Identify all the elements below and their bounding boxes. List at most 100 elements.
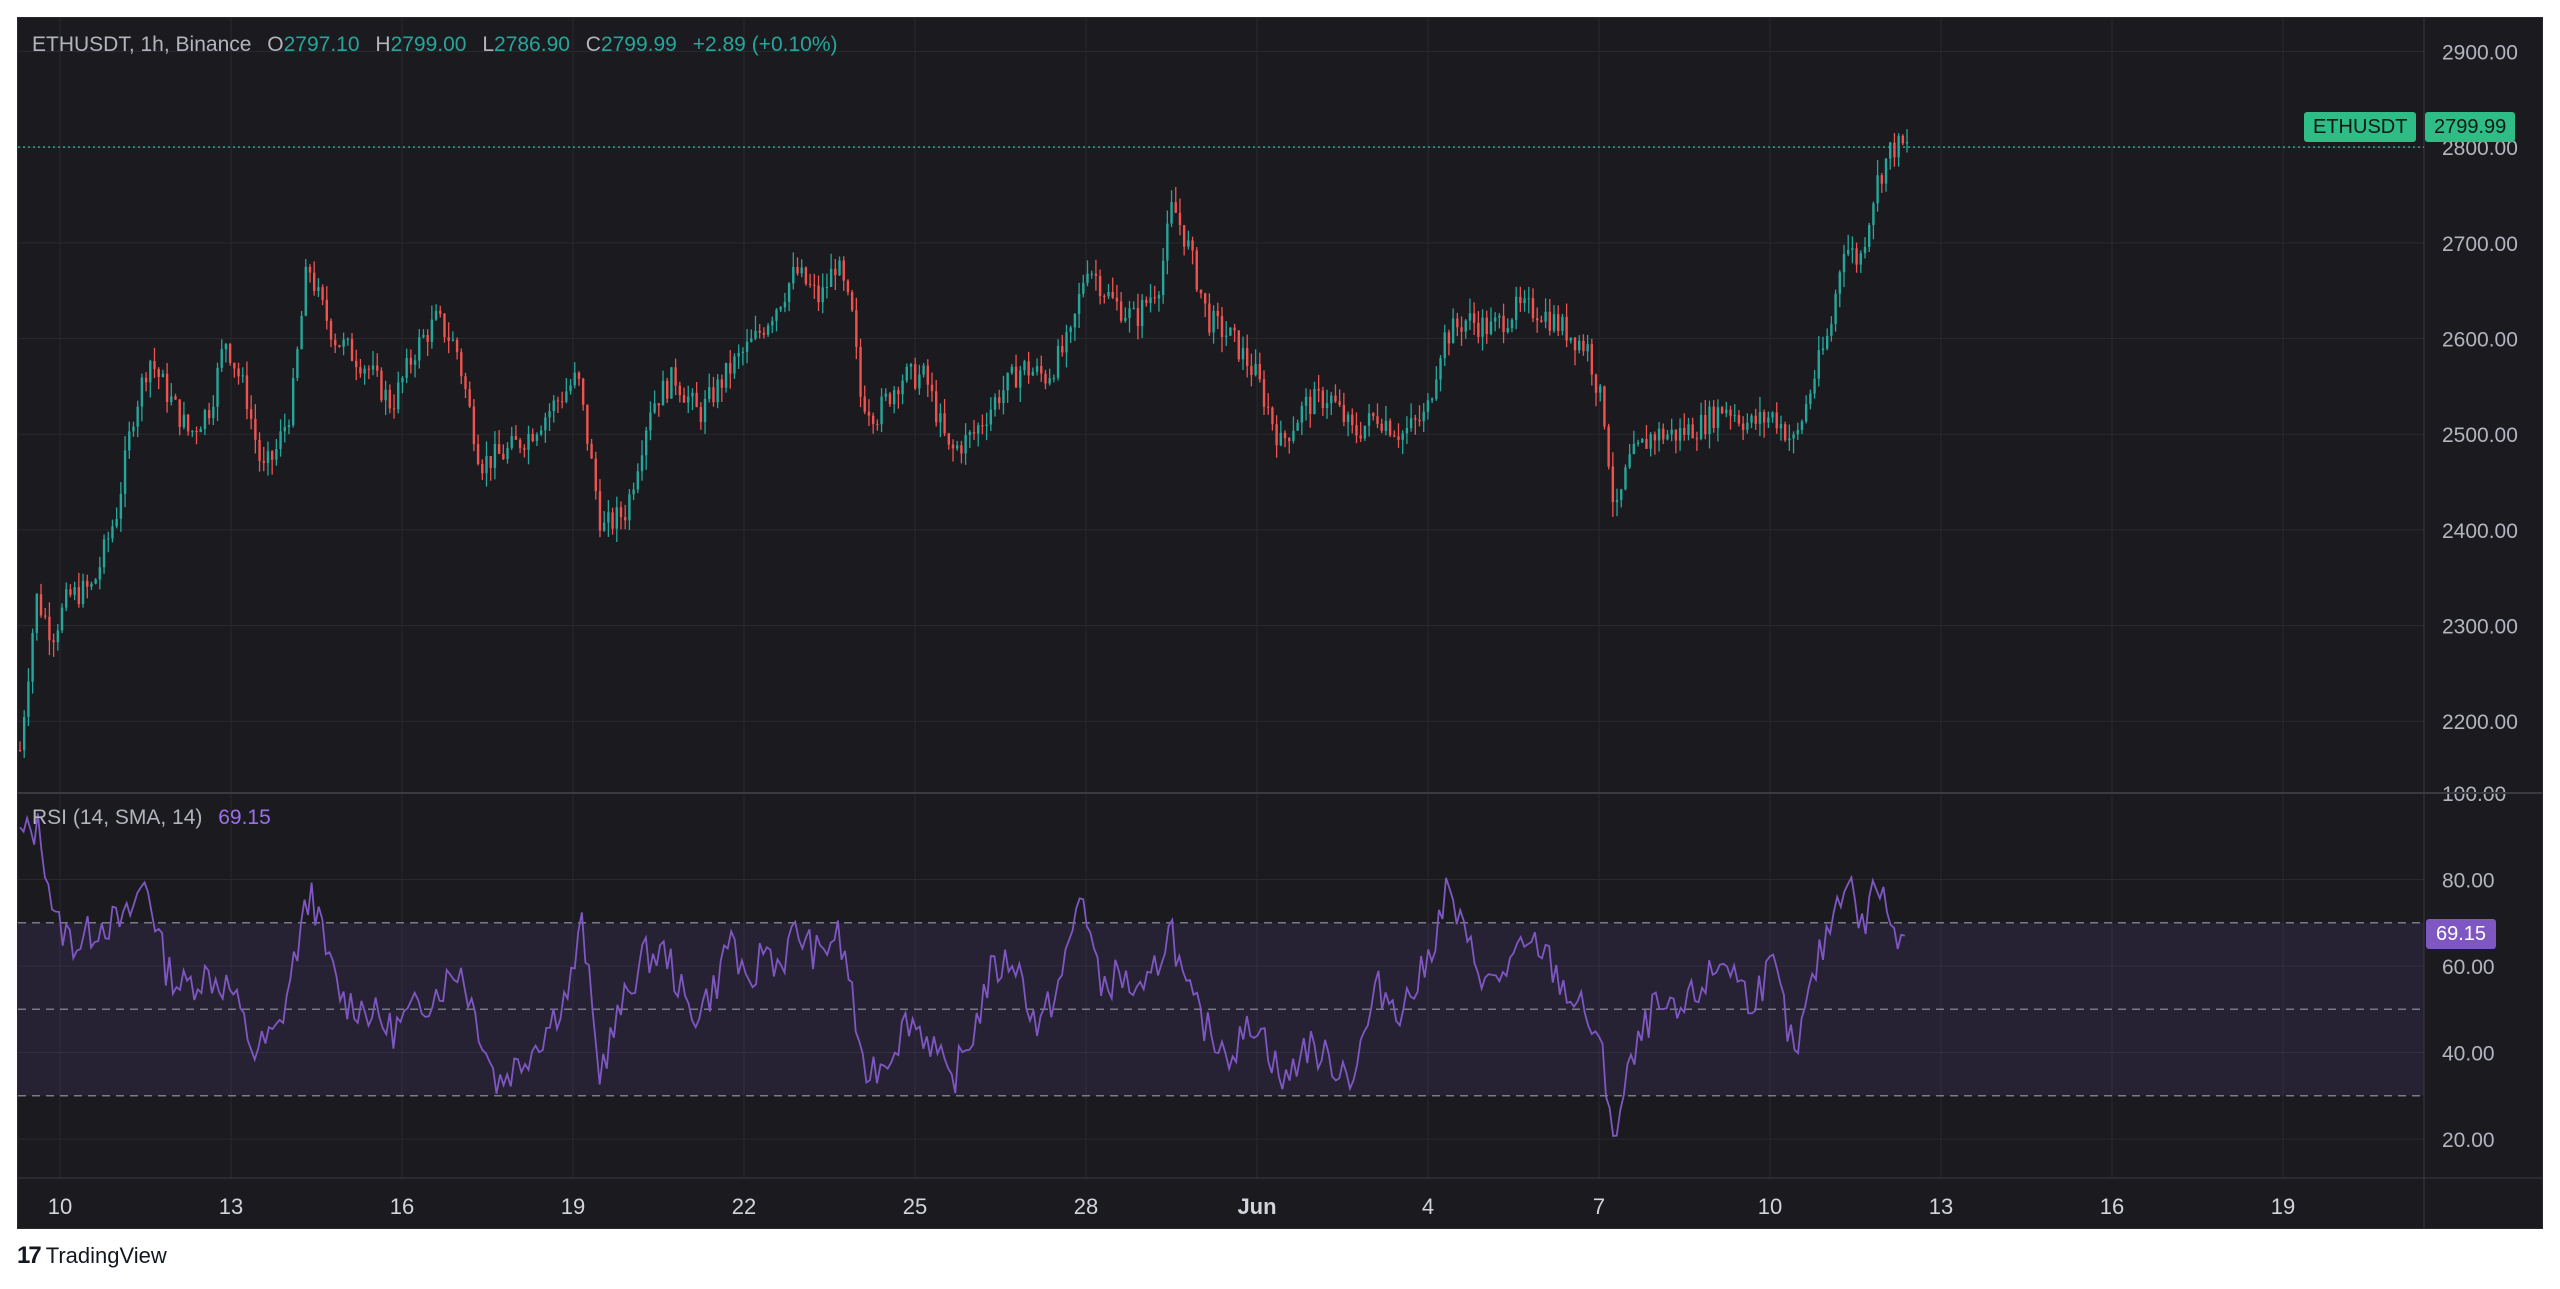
candle-body bbox=[39, 594, 43, 616]
candle-body bbox=[18, 749, 22, 751]
candle-body bbox=[1086, 273, 1089, 283]
candle-body bbox=[905, 366, 908, 381]
candle-body bbox=[392, 408, 396, 410]
close-value: 2799.99 bbox=[600, 33, 677, 56]
candle-body bbox=[716, 379, 719, 403]
candle-body bbox=[775, 309, 778, 321]
candle-body bbox=[1872, 203, 1875, 226]
candle-body bbox=[884, 393, 887, 397]
candle-body bbox=[1325, 403, 1329, 409]
candle-body bbox=[350, 338, 354, 361]
x-tick-label: 10 bbox=[1758, 1194, 1782, 1219]
candle-body bbox=[220, 349, 223, 368]
candle-body bbox=[594, 458, 597, 492]
candle-body bbox=[1069, 327, 1072, 333]
candle-body bbox=[161, 373, 165, 377]
candle-body bbox=[422, 334, 425, 338]
candle-body bbox=[699, 407, 703, 423]
candle-body bbox=[1662, 428, 1665, 440]
candle-body bbox=[1788, 438, 1791, 441]
candle-body bbox=[1107, 291, 1110, 297]
low-label: L bbox=[482, 33, 495, 56]
candle-body bbox=[1561, 316, 1564, 332]
candle-body bbox=[909, 364, 913, 367]
candle-body bbox=[602, 522, 606, 531]
candle-body bbox=[867, 411, 871, 416]
candle-body bbox=[527, 433, 530, 450]
candle-body bbox=[1641, 438, 1644, 443]
tradingview-logo[interactable]: 17 TradingView bbox=[17, 1242, 167, 1270]
candle-body bbox=[245, 375, 249, 410]
candle-body bbox=[132, 426, 135, 432]
candle-body bbox=[1683, 427, 1686, 436]
candle-body bbox=[666, 380, 669, 399]
open-value: 2797.10 bbox=[283, 33, 360, 56]
candle-body bbox=[918, 374, 921, 389]
rsi-tick-label: 60.00 bbox=[2442, 956, 2495, 979]
candle-body bbox=[678, 385, 682, 396]
candle-body bbox=[1859, 253, 1862, 265]
last-price-text: 2799.99 bbox=[2434, 116, 2507, 138]
candle-body bbox=[1082, 282, 1085, 294]
candle-body bbox=[1712, 406, 1715, 429]
candle-body bbox=[1901, 135, 1905, 144]
candle-body bbox=[1195, 250, 1198, 290]
candle-body bbox=[1224, 335, 1228, 337]
rsi-tick-label: 80.00 bbox=[2442, 870, 2495, 893]
candle-body bbox=[1502, 315, 1505, 332]
candle-body bbox=[1632, 443, 1636, 455]
chart-frame[interactable]: 10 13 16 19 22 25 28 Jun 4 7 10 13 16 19 2900.00 2800.0… bbox=[17, 17, 2543, 1229]
price-tick-label: 2900.00 bbox=[2442, 41, 2518, 64]
candle-body bbox=[577, 372, 581, 379]
candle-body bbox=[1855, 248, 1858, 265]
rsi-tag-text: 69.15 bbox=[2436, 923, 2487, 945]
candle-body bbox=[897, 390, 900, 395]
candle-body bbox=[1157, 295, 1161, 299]
candle-body bbox=[1002, 390, 1005, 404]
candle-body bbox=[1077, 293, 1081, 314]
candle-body bbox=[136, 406, 139, 427]
candle-body bbox=[1283, 432, 1287, 439]
candle-body bbox=[174, 396, 177, 400]
candle-body bbox=[1275, 424, 1278, 446]
candle-body bbox=[1620, 489, 1623, 501]
candle-body bbox=[430, 319, 434, 342]
candle-body bbox=[565, 391, 568, 402]
candle-body bbox=[956, 445, 959, 449]
candle-body bbox=[1699, 414, 1703, 439]
candle-body bbox=[1313, 388, 1316, 415]
candle-body bbox=[926, 365, 929, 385]
candle-body bbox=[1384, 420, 1388, 432]
candle-body bbox=[703, 399, 707, 423]
candle-body bbox=[1678, 427, 1682, 441]
close-label: C bbox=[585, 33, 601, 56]
candle-body bbox=[531, 433, 534, 441]
candle-body bbox=[640, 455, 644, 472]
candle-body bbox=[460, 352, 463, 377]
candle-body bbox=[737, 352, 740, 357]
candle-body bbox=[783, 301, 787, 308]
candle-body bbox=[485, 456, 488, 474]
candle-body bbox=[1103, 296, 1106, 298]
candle-body bbox=[65, 589, 68, 608]
chart-canvas[interactable]: 10 13 16 19 22 25 28 Jun 4 7 10 13 16 19 2900.00 2800.0… bbox=[18, 18, 2542, 1228]
candle-body bbox=[1691, 424, 1694, 439]
candle-body bbox=[1720, 407, 1724, 414]
candle-body bbox=[821, 287, 824, 303]
candle-body bbox=[657, 403, 661, 406]
candle-body bbox=[1119, 301, 1123, 321]
price-tick-label: 2200.00 bbox=[2442, 711, 2518, 734]
candle-body bbox=[552, 400, 555, 412]
price-tick-label: 2700.00 bbox=[2442, 233, 2518, 256]
candle-body bbox=[1124, 317, 1127, 321]
x-tick-label: 4 bbox=[1422, 1194, 1434, 1219]
candle-body bbox=[1548, 311, 1551, 331]
candle-body bbox=[1779, 424, 1783, 429]
candle-body bbox=[1203, 293, 1207, 304]
candle-body bbox=[1430, 398, 1434, 401]
candle-body bbox=[472, 406, 476, 445]
candle-body bbox=[1771, 412, 1774, 418]
candle-body bbox=[1540, 320, 1543, 322]
candle-body bbox=[1246, 348, 1249, 367]
x-tick-label: 16 bbox=[2100, 1194, 2124, 1219]
